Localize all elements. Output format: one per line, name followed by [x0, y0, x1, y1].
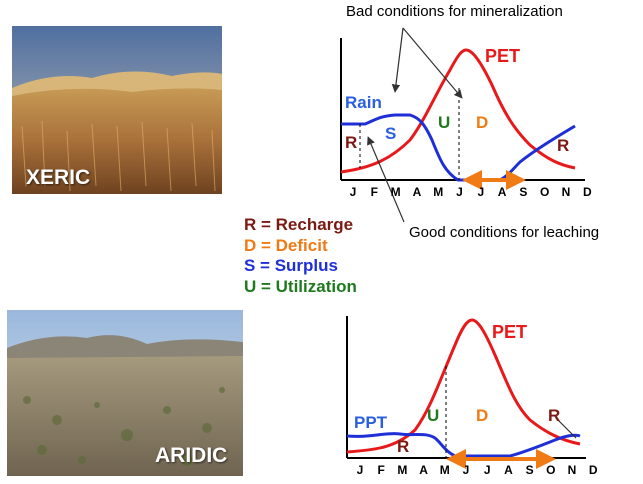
bottom-recharge-label: R [397, 437, 409, 456]
xeric-landscape-photo: XERIC [12, 26, 222, 194]
mineralization-note: Bad conditions for mineralization [346, 3, 563, 20]
top-month-10: N [562, 185, 571, 199]
bottom-month-0: J [357, 463, 364, 477]
bottom-ppt-curve [346, 432, 581, 458]
bottom-month-7: A [504, 463, 513, 477]
bottom-recharge-end-label: R [548, 406, 560, 425]
bottom-month-1: F [378, 463, 385, 477]
bottom-month-10: N [568, 463, 577, 477]
top-recharge-label: R [345, 133, 357, 152]
top-month-1: F [371, 185, 378, 199]
legend-recharge: R = Recharge [244, 215, 354, 234]
leaching-note: Good conditions for leaching [409, 224, 600, 241]
bottom-month-2: M [397, 463, 407, 477]
top-month-7: A [498, 185, 507, 199]
bottom-pet-label: PET [492, 322, 527, 342]
aridic-landscape-photo: ARIDIC [7, 310, 243, 476]
bottom-month-5: J [463, 463, 470, 477]
top-month-8: S [519, 185, 527, 199]
top-month-11: D [583, 185, 592, 199]
aridic-label: ARIDIC [155, 444, 228, 467]
top-month-9: O [540, 185, 549, 199]
legend-deficit: D = Deficit [244, 235, 328, 255]
top-month-3: A [413, 185, 422, 199]
bottom-utilization-label: U [427, 406, 439, 425]
bottom-month-11: D [589, 463, 598, 477]
bottom-ppt-label: PPT [354, 413, 388, 432]
top-month-2: M [391, 185, 401, 199]
bottom-pet-curve [346, 318, 581, 454]
mineralization-arrow-1 [391, 27, 404, 93]
top-month-6: J [477, 185, 484, 199]
top-surplus-label: S [385, 124, 396, 143]
bottom-month-6: J [484, 463, 491, 477]
top-rain-label: Rain [345, 93, 382, 112]
top-deficit-label: D [476, 113, 488, 132]
bottom-month-9: O [546, 463, 555, 477]
top-month-0: J [350, 185, 357, 199]
bottom-month-8: S [526, 463, 534, 477]
xeric-label: XERIC [26, 166, 91, 189]
top-recharge-end-label: R [557, 136, 569, 155]
leaching-arrow [367, 136, 405, 223]
legend-surplus: S = Surplus [244, 256, 338, 275]
bottom-month-3: A [419, 463, 428, 477]
top-pet-label: PET [485, 46, 520, 66]
top-month-4: M [433, 185, 443, 199]
bottom-month-4: M [440, 463, 450, 477]
top-month-5: J [456, 185, 463, 199]
legend: R = Recharge D = Deficit S = Surplus U =… [244, 215, 357, 297]
top-utilization-label: U [438, 113, 450, 132]
top-pet-curve [340, 48, 576, 174]
mineralization-arrow-2 [402, 27, 463, 99]
bottom-recharge-pointer [555, 417, 577, 439]
top-rain-curve [341, 113, 576, 182]
bottom-deficit-label: D [476, 406, 488, 425]
legend-utilization: U = Utilization [244, 276, 357, 296]
